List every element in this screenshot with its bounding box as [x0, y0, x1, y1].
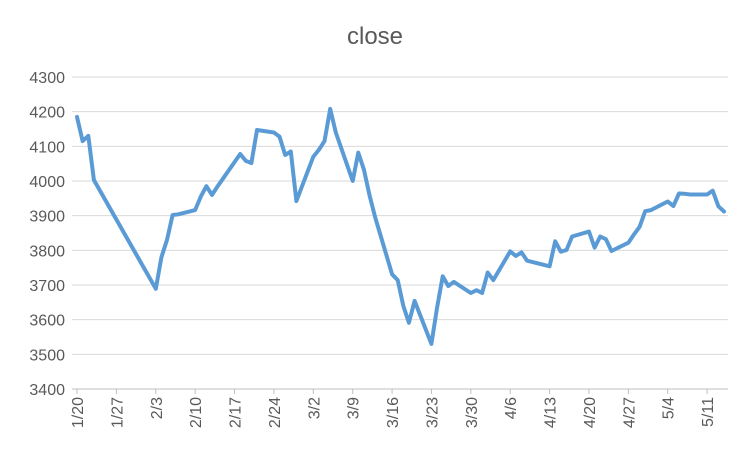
series-layer — [75, 106, 726, 346]
y-tick-label: 3400 — [29, 382, 65, 399]
y-tick-label: 4200 — [29, 105, 65, 122]
x-tick-label: 4/20 — [582, 397, 599, 428]
x-tick-label: 4/27 — [621, 397, 638, 428]
x-tick-label: 4/13 — [543, 397, 560, 428]
series-line-close — [75, 106, 726, 346]
x-tick-label: 2/10 — [188, 397, 205, 428]
y-tick-label: 3600 — [29, 313, 65, 330]
y-tick-label: 4300 — [29, 70, 65, 87]
x-tick-label: 2/17 — [228, 397, 245, 428]
y-tick-label: 4100 — [29, 139, 65, 156]
x-axis: 1/20 1/27 2/3 2/10 2/17 2/24 3/2 3/9 3/16 3/23 3/3… — [70, 388, 728, 428]
y-tick-label: 3700 — [29, 278, 65, 295]
y-tick-label: 3500 — [29, 347, 65, 364]
y-tick-label: 3900 — [29, 209, 65, 226]
chart-title: close — [347, 23, 403, 50]
x-tick-label: 2/24 — [267, 397, 284, 428]
x-tick-label: 3/23 — [424, 397, 441, 428]
y-tick-label: 3800 — [29, 243, 65, 260]
x-tick-label: 3/16 — [385, 397, 402, 428]
x-tick-label: 3/30 — [464, 397, 481, 428]
gridlines — [72, 76, 728, 355]
y-axis: 3400 3500 3600 3700 3800 3900 4000 4100 4200 4300 — [29, 70, 65, 399]
x-tick-label: 4/6 — [503, 397, 520, 419]
x-tick-label: 5/11 — [700, 397, 717, 427]
x-tick-label: 3/2 — [306, 397, 323, 419]
x-tick-label: 2/3 — [149, 397, 166, 419]
x-tick-label: 1/27 — [109, 397, 126, 428]
x-tick-label: 1/20 — [70, 397, 87, 428]
x-tick-label: 5/4 — [661, 397, 678, 419]
y-tick-label: 4000 — [29, 174, 65, 191]
x-tick-label: 3/9 — [346, 397, 363, 419]
